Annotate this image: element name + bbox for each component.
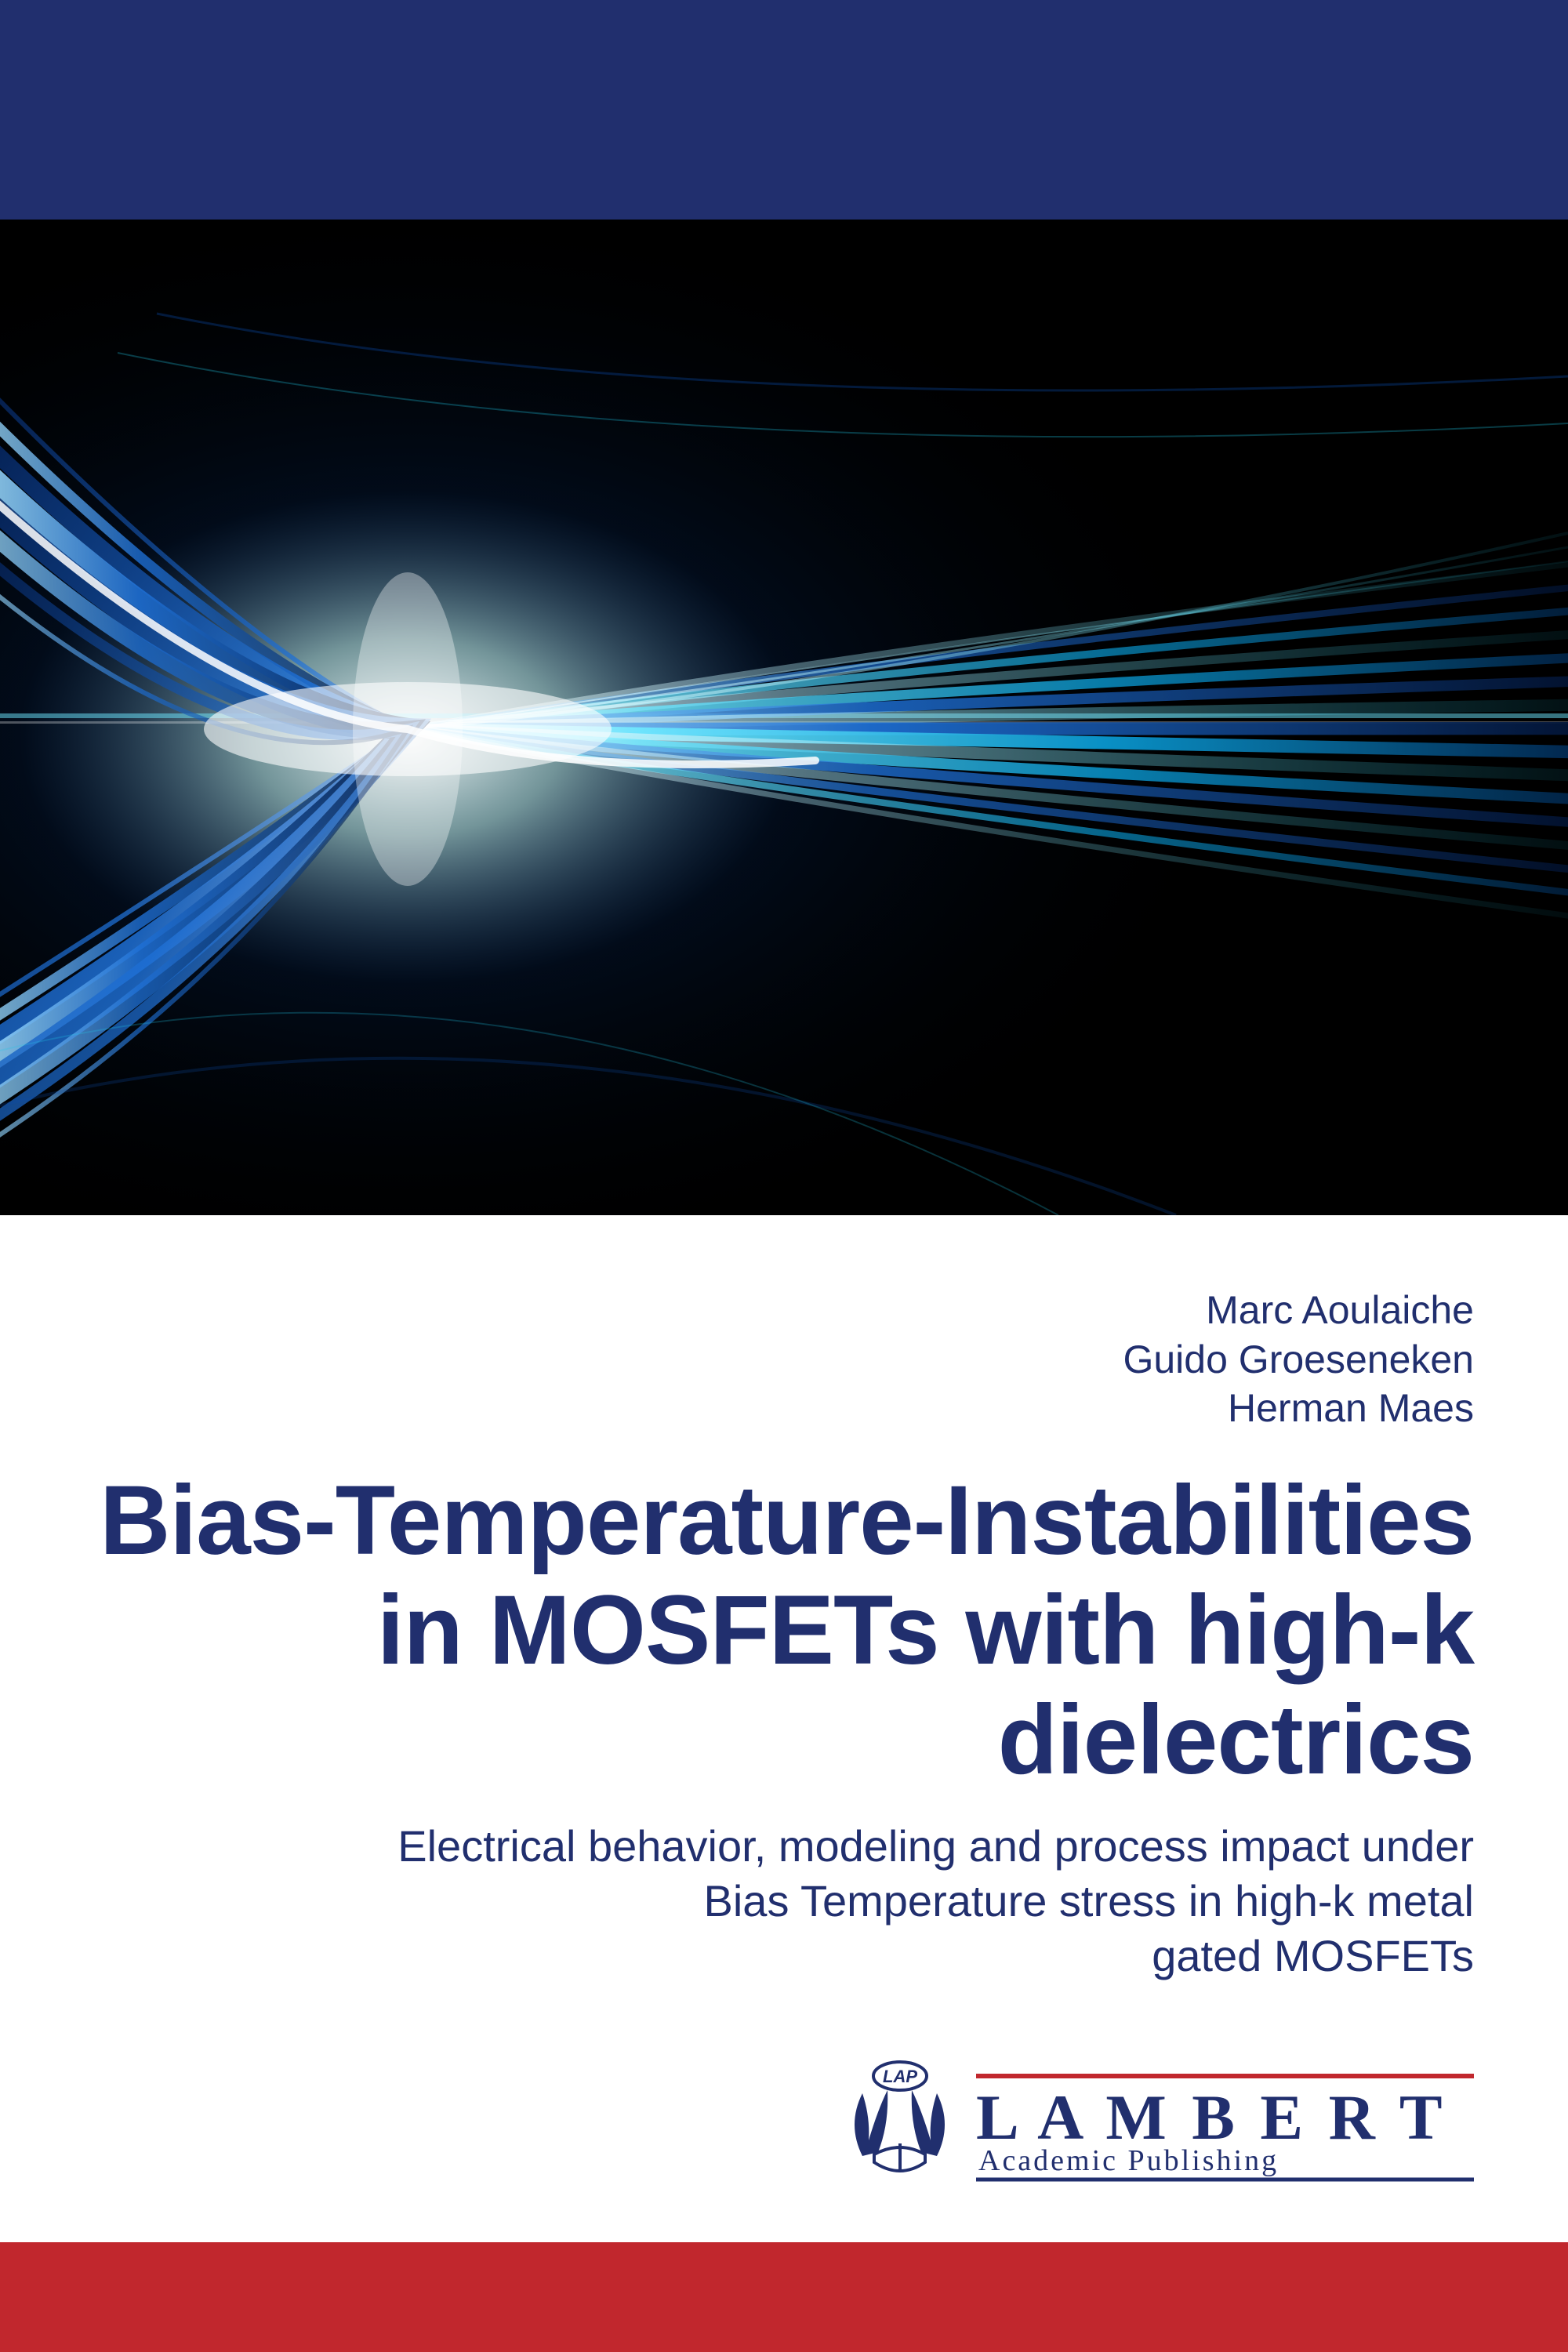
author-2: Guido Groeseneken	[1123, 1335, 1474, 1385]
publisher-logo-svg: LAP L A M B E R T Academic Publishing	[831, 2054, 1474, 2187]
subtitle-line-2: Bias Temperature stress in high-k metal	[157, 1874, 1474, 1929]
title-line-3: dielectrics	[63, 1686, 1474, 1795]
top-color-band	[0, 0, 1568, 220]
book-cover: Marc Aoulaiche Guido Groeseneken Herman …	[0, 0, 1568, 2352]
publisher-sub: Academic Publishing	[978, 2144, 1279, 2177]
subtitle-line-1: Electrical behavior, modeling and proces…	[157, 1819, 1474, 1874]
title-line-1: Bias-Temperature-Instabilities	[63, 1466, 1474, 1576]
publisher-logo: LAP L A M B E R T Academic Publishing	[831, 2054, 1474, 2187]
author-list: Marc Aoulaiche Guido Groeseneken Herman …	[1123, 1286, 1474, 1433]
book-title: Bias-Temperature-Instabilities in MOSFET…	[63, 1466, 1474, 1795]
hero-artwork	[0, 220, 1568, 1215]
title-line-2: in MOSFETs with high-k	[63, 1576, 1474, 1686]
bottom-color-band	[0, 2242, 1568, 2352]
hero-svg	[0, 220, 1568, 1215]
publisher-name: L A M B E R T	[976, 2082, 1447, 2153]
logo-badge-text: LAP	[883, 2067, 917, 2086]
author-3: Herman Maes	[1123, 1384, 1474, 1433]
book-subtitle: Electrical behavior, modeling and proces…	[157, 1819, 1474, 1984]
subtitle-line-3: gated MOSFETs	[157, 1929, 1474, 1984]
author-1: Marc Aoulaiche	[1123, 1286, 1474, 1335]
